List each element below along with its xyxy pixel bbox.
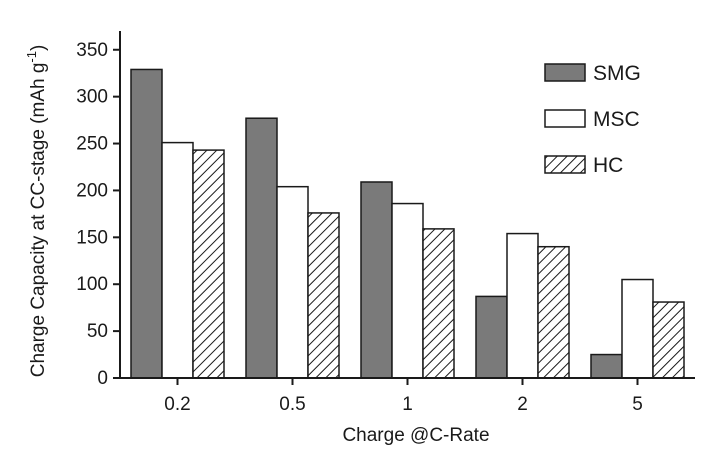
bar-smg-2 [475, 295, 508, 379]
bar-msc-0_5 [276, 185, 309, 379]
y-tick-label: 250 [76, 134, 108, 155]
bar-hc-0_2 [192, 149, 225, 379]
bar-smg-5 [590, 353, 623, 379]
x-tick-label: 2 [517, 394, 528, 415]
bar-msc-0_2 [161, 141, 194, 379]
legend-label-msc: MSC [593, 108, 640, 131]
bar-hc-1 [422, 228, 455, 379]
y-tick-label: 50 [87, 321, 108, 342]
y-ticks-group: 0 50 100 150 200 250 300 350 [76, 40, 120, 389]
x-tick-label: 0.5 [279, 394, 305, 415]
bar-hc-5 [652, 301, 685, 379]
y-axis-title-superscript: -1 [24, 51, 39, 63]
legend-label-hc: HC [593, 154, 623, 177]
legend-swatch-msc [544, 109, 586, 128]
x-axis-title: Charge @C-Rate [342, 425, 489, 446]
legend-label-smg: SMG [593, 62, 641, 85]
bar-smg-0_2 [130, 68, 163, 379]
y-tick-label: 100 [76, 274, 108, 295]
x-tick-label: 5 [632, 394, 643, 415]
bar-msc-1 [391, 202, 424, 379]
y-tick-label: 200 [76, 180, 108, 201]
bar-hc-2 [537, 245, 570, 379]
bar-msc-5 [621, 278, 654, 379]
bar-smg-0_5 [245, 117, 278, 379]
y-tick-label: 300 [76, 87, 108, 108]
bars-group [130, 68, 685, 379]
legend-swatch-smg [544, 63, 586, 82]
bar-hc-0_5 [307, 212, 340, 379]
legend: SMG MSC HC [544, 62, 641, 177]
legend-swatch-hc [544, 155, 586, 174]
y-tick-label: 350 [76, 40, 108, 61]
x-tick-label: 1 [402, 394, 413, 415]
y-axis-title: Charge Capacity at CC-stage (mAh g-1) [24, 45, 49, 378]
bar-msc-2 [506, 232, 539, 379]
y-tick-label: 150 [76, 227, 108, 248]
y-axis-title-close: ) [28, 45, 49, 51]
x-ticks-group: 0.2 0.5 1 2 5 [164, 378, 643, 415]
y-axis-title-main: Charge Capacity at CC-stage (mAh g [28, 63, 49, 378]
x-tick-label: 0.2 [164, 394, 190, 415]
y-tick-label: 0 [97, 368, 108, 389]
bar-smg-1 [360, 181, 393, 379]
